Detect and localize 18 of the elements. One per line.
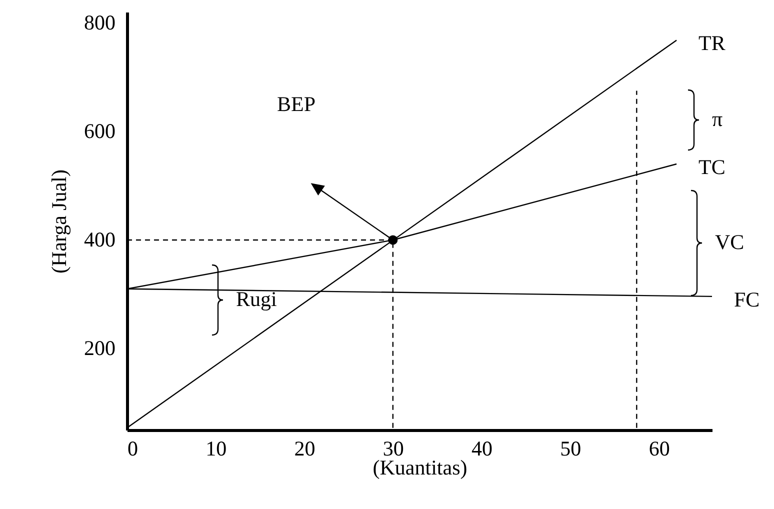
y-axis-title: (Harga Jual) bbox=[47, 170, 71, 274]
x-tick-label: 20 bbox=[294, 436, 316, 460]
y-tick-label: 600 bbox=[84, 118, 116, 143]
series-label: TC bbox=[698, 155, 726, 179]
annotation: BEP bbox=[277, 92, 316, 116]
annotation: Rugi bbox=[236, 287, 278, 311]
series-label: FC bbox=[734, 287, 760, 312]
x-tick-label: 0 bbox=[128, 436, 138, 460]
annotation: π bbox=[712, 107, 723, 131]
x-tick-label: 40 bbox=[472, 436, 493, 460]
x-tick-label: 60 bbox=[648, 436, 670, 460]
x-tick-label: 10 bbox=[206, 436, 227, 460]
y-tick-label: 800 bbox=[84, 10, 116, 34]
series-label: TR bbox=[698, 31, 726, 56]
text: VC bbox=[715, 230, 744, 254]
y-tick-label: 200 bbox=[84, 336, 116, 360]
y-tick-label: 400 bbox=[84, 228, 116, 252]
x-tick-label: 50 bbox=[560, 436, 582, 460]
